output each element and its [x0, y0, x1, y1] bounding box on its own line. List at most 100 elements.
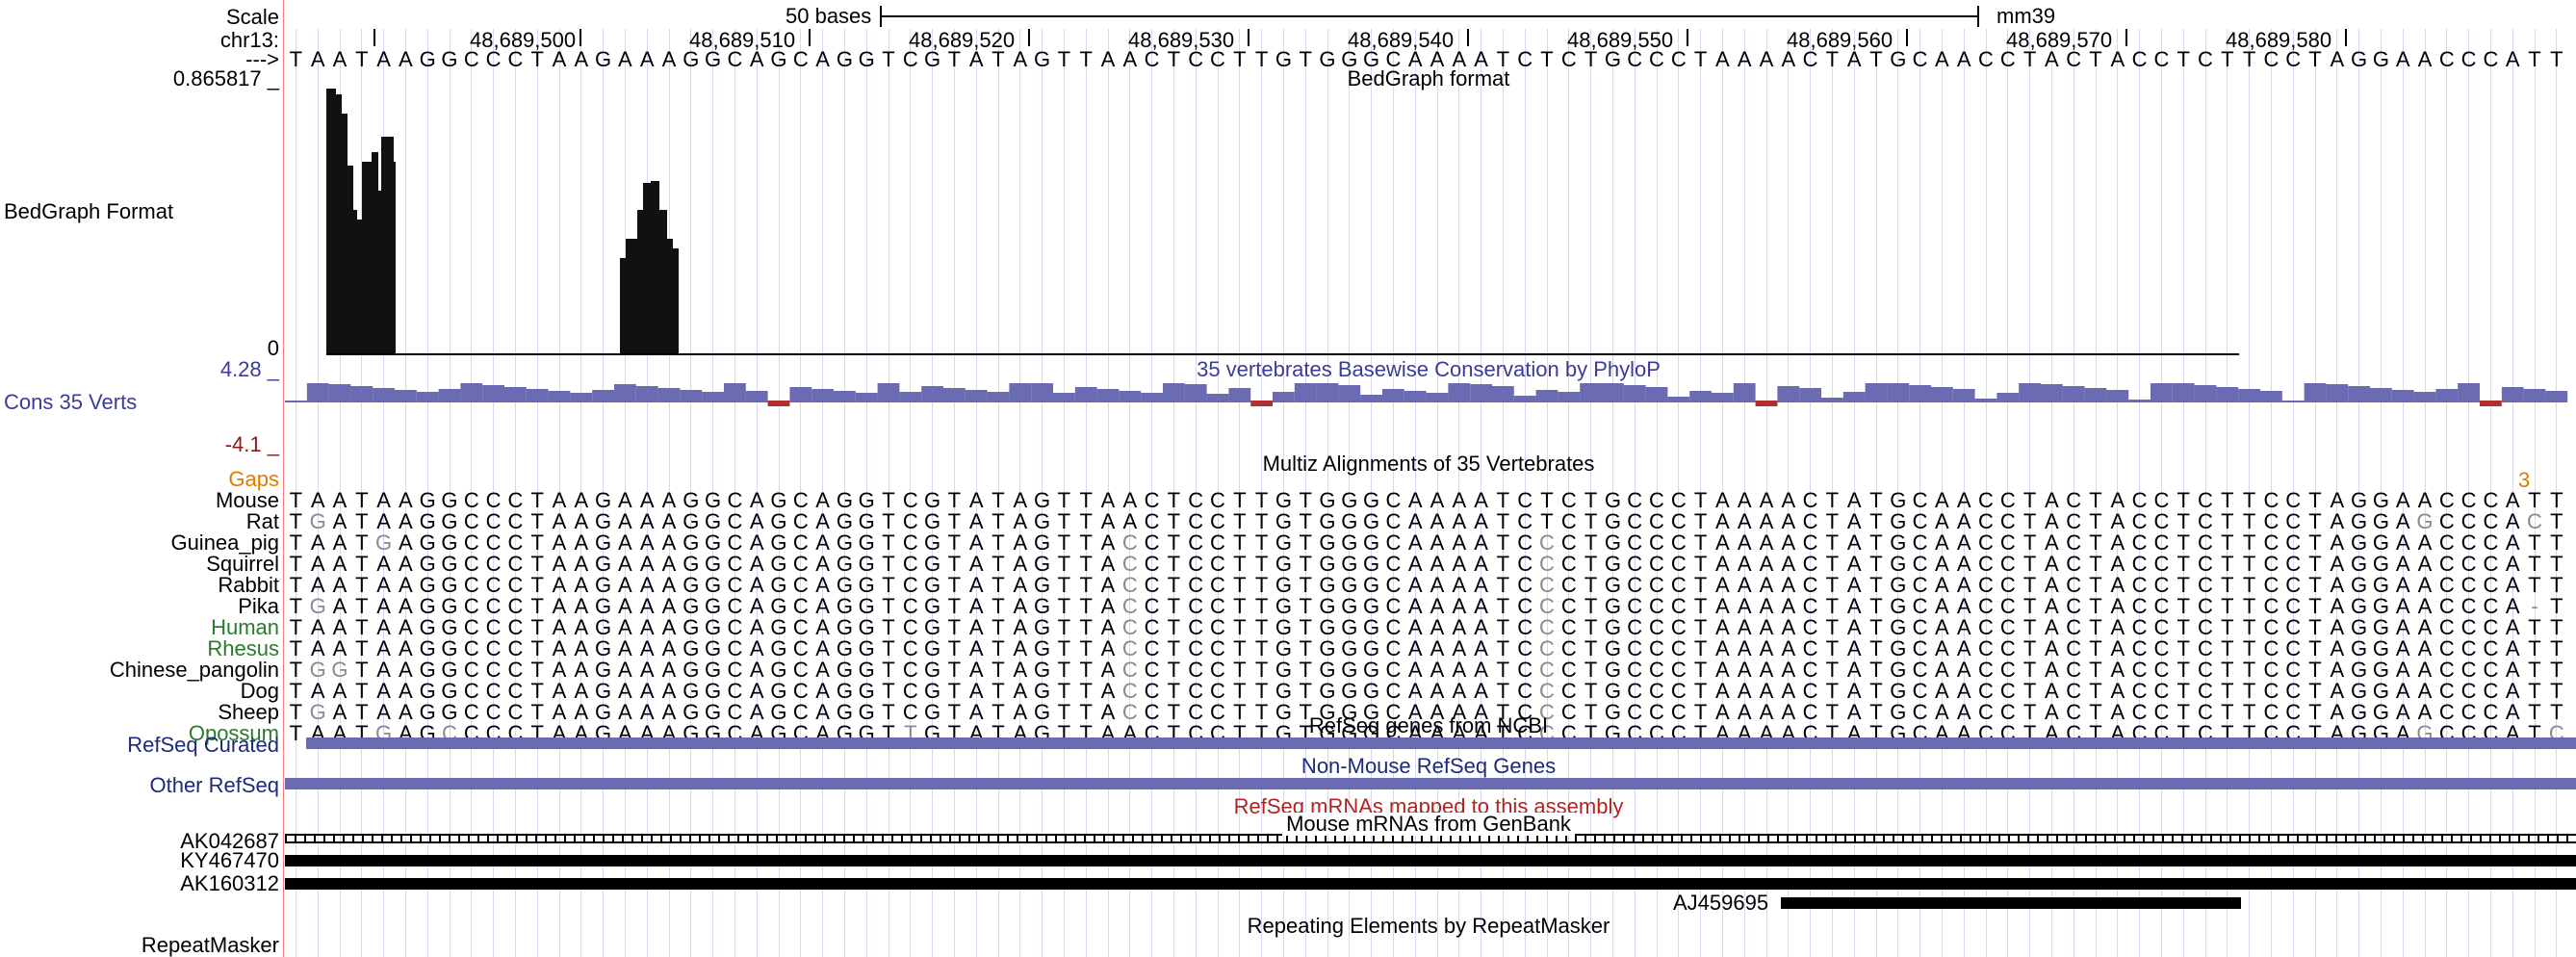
other-refseq-label[interactable]: Other RefSeq — [149, 773, 279, 797]
base: T — [1540, 488, 1554, 512]
base: T — [2221, 488, 2234, 512]
base: A — [1430, 509, 1445, 533]
base: T — [1693, 488, 1708, 512]
base: T — [2550, 488, 2563, 512]
base: C — [1627, 509, 1643, 533]
base: G — [924, 594, 941, 618]
base: T — [882, 573, 895, 597]
mrna-item-label[interactable]: AK160312 — [180, 871, 279, 895]
mrna-item-label[interactable]: KY467470 — [180, 848, 279, 872]
cons-bar — [328, 384, 351, 402]
gridline — [1788, 29, 1790, 957]
base: A — [1935, 552, 1949, 576]
base: A — [968, 47, 984, 71]
gridline — [800, 29, 802, 957]
base: T — [992, 552, 1005, 576]
base: T — [1079, 573, 1093, 597]
species-label[interactable]: Guinea_pig — [170, 530, 279, 555]
gridline — [997, 29, 999, 957]
base: G — [441, 594, 458, 618]
species-label[interactable]: Rabbit — [218, 573, 279, 597]
base: G — [1341, 509, 1358, 533]
base: G — [683, 530, 700, 555]
gridline — [1897, 29, 1899, 957]
base: T — [1167, 47, 1181, 71]
bedgraph-side-label[interactable]: BedGraph Format — [4, 199, 174, 223]
base: T — [1496, 47, 1510, 71]
base: T — [2089, 530, 2102, 555]
base: T — [355, 530, 369, 555]
base: T — [1057, 573, 1071, 597]
base: C — [1210, 488, 1225, 512]
species-label[interactable]: Rat — [245, 509, 279, 533]
base: G — [1275, 488, 1292, 512]
repeatmasker-label[interactable]: RepeatMasker — [141, 933, 279, 957]
gridline — [1195, 29, 1197, 957]
base: A — [1935, 488, 1949, 512]
gridline — [1875, 29, 1877, 957]
cons-plot[interactable] — [285, 383, 2576, 416]
gridline — [2227, 29, 2228, 957]
base: G — [1363, 552, 1380, 576]
base: G — [924, 573, 941, 597]
bedgraph-min-label: 0 — [267, 336, 279, 360]
base: C — [1121, 552, 1138, 576]
base: C — [1670, 552, 1687, 576]
species-label[interactable]: Mouse — [215, 488, 279, 512]
gridline — [2271, 29, 2272, 957]
base: A — [1737, 573, 1752, 597]
mrna-item-label[interactable]: AJ459695 — [1673, 891, 1769, 915]
base: G — [1363, 488, 1380, 512]
cons-bar — [2260, 391, 2282, 402]
base: T — [289, 47, 303, 71]
base: A — [1100, 47, 1116, 71]
base: A — [2110, 47, 2125, 71]
ruler-tick — [1028, 29, 1030, 46]
base: C — [2263, 573, 2280, 597]
bedgraph-plot[interactable] — [285, 77, 2576, 358]
mrna-feature-AK160312[interactable] — [285, 878, 2576, 890]
base: C — [1144, 573, 1160, 597]
base: C — [507, 594, 524, 618]
base: C — [1978, 552, 1994, 576]
base: G — [419, 530, 436, 555]
base: C — [2460, 530, 2477, 555]
base: T — [2242, 488, 2256, 512]
base: G — [1363, 573, 1380, 597]
base: G — [2351, 488, 2368, 512]
base: A — [1846, 488, 1862, 512]
base: C — [2198, 573, 2213, 597]
base: A — [1013, 47, 1028, 71]
base: A — [1407, 509, 1423, 533]
base: T — [1167, 530, 1181, 555]
base: A — [1781, 488, 1796, 512]
base: T — [1869, 573, 1883, 597]
gridline — [1019, 29, 1021, 957]
mrna-feature-KY467470[interactable] — [285, 855, 2576, 866]
cons-bar — [1909, 385, 1931, 402]
base: A — [2395, 573, 2410, 597]
bedgraph-bar — [335, 94, 342, 354]
base: A — [815, 552, 830, 576]
base: A — [639, 47, 655, 71]
base: T — [2308, 509, 2322, 533]
base: T — [2089, 552, 2102, 576]
cons-bar — [1865, 383, 1888, 402]
mrna-feature-AJ459695[interactable] — [1781, 897, 2241, 909]
refseq-curated-label[interactable]: RefSeq Curated — [127, 733, 279, 757]
base: A — [574, 509, 589, 533]
base: C — [1539, 573, 1555, 597]
base: A — [332, 530, 348, 555]
other-refseq-feature[interactable] — [285, 778, 2576, 789]
species-label[interactable]: Squirrel — [206, 552, 279, 576]
species-label[interactable]: Pika — [238, 594, 279, 618]
base: G — [1319, 509, 1336, 533]
refseq-curated-feature[interactable] — [306, 737, 2576, 749]
base: A — [618, 552, 632, 576]
base: A — [815, 594, 830, 618]
gridline — [1590, 29, 1592, 957]
base: T — [2177, 47, 2190, 71]
cons-side-label[interactable]: Cons 35 Verts — [4, 390, 138, 414]
base: A — [399, 594, 413, 618]
